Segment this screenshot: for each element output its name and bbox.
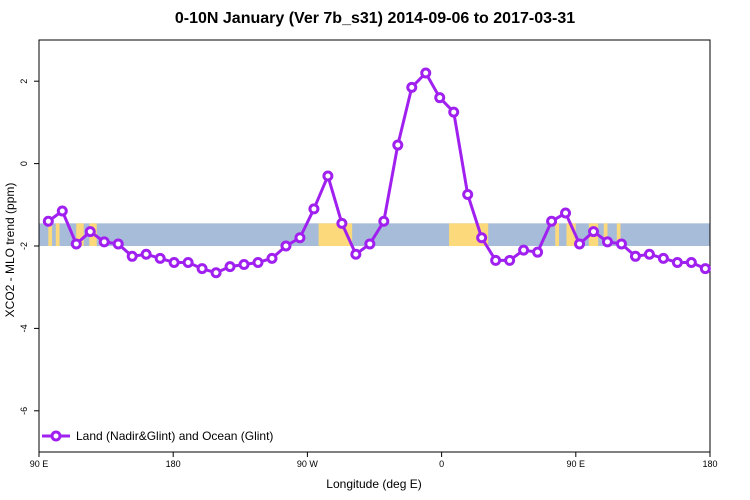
- land-band-segment: [76, 223, 84, 246]
- data-point: [322, 170, 334, 182]
- x-tick-label: 180: [166, 459, 181, 469]
- data-point: [420, 67, 432, 79]
- legend-label: Land (Nadir&Glint) and Ocean (Glint): [76, 429, 273, 443]
- data-point: [294, 232, 306, 244]
- data-point: [588, 226, 600, 238]
- legend: Land (Nadir&Glint) and Ocean (Glint): [42, 429, 273, 443]
- data-point: [476, 232, 488, 244]
- land-band-segment: [555, 223, 560, 246]
- series-layer: [42, 67, 711, 279]
- data-point: [350, 248, 362, 260]
- data-point: [56, 205, 68, 217]
- y-axis-label: XCO2 - MLO trend (ppm): [3, 183, 17, 318]
- data-point: [560, 207, 572, 219]
- data-point: [448, 106, 460, 118]
- x-tick-label: 90 W: [297, 459, 319, 469]
- data-point: [112, 238, 124, 250]
- land-band-segment: [566, 223, 576, 246]
- data-point: [98, 236, 110, 248]
- data-point: [168, 256, 180, 268]
- land-band-segment: [55, 223, 60, 246]
- data-point: [434, 92, 446, 104]
- data-point: [196, 263, 208, 275]
- data-point: [462, 189, 474, 200]
- data-point: [42, 215, 54, 227]
- y-tick-label: 2: [19, 79, 29, 84]
- data-point: [238, 259, 250, 271]
- land-band-segment: [603, 223, 608, 246]
- data-point: [224, 261, 236, 273]
- y-tick-label: -6: [19, 407, 29, 415]
- data-point: [280, 240, 292, 252]
- data-point: [364, 238, 376, 250]
- data-point: [601, 236, 613, 248]
- data-point: [266, 252, 278, 264]
- land-band-segment: [48, 223, 53, 246]
- data-point: [154, 252, 166, 264]
- data-point: [629, 250, 641, 262]
- data-point: [252, 256, 264, 268]
- data-point: [615, 238, 627, 250]
- data-point: [70, 238, 82, 250]
- data-point: [546, 215, 558, 227]
- y-tick-label: -2: [19, 242, 29, 250]
- data-point: [699, 263, 711, 275]
- data-point: [406, 81, 418, 93]
- x-tick-label: 90 E: [567, 459, 586, 469]
- data-point: [392, 139, 404, 151]
- data-point: [490, 254, 502, 266]
- data-point: [685, 256, 697, 268]
- y-tick-label: -4: [19, 324, 29, 332]
- data-point: [574, 238, 586, 250]
- data-point: [643, 248, 655, 260]
- data-point: [84, 226, 96, 238]
- data-point: [336, 217, 348, 229]
- data-point: [504, 254, 516, 266]
- data-point: [518, 244, 530, 256]
- y-tick-label: 0: [19, 161, 29, 166]
- data-point: [210, 267, 222, 279]
- legend-marker: [50, 430, 62, 442]
- x-tick-label: 90 E: [30, 459, 49, 469]
- land-band-segment: [616, 223, 621, 246]
- data-point: [378, 215, 390, 227]
- data-point: [126, 250, 138, 262]
- data-point: [182, 256, 194, 268]
- axes: 90 E 180 90 W 0 90 E 180 2 0 -2 -4 -6: [19, 79, 718, 469]
- chart-title: 0-10N January (Ver 7b_s31) 2014-09-06 to…: [174, 10, 576, 27]
- data-point: [308, 203, 320, 215]
- x-tick-label: 180: [702, 459, 717, 469]
- x-tick-label: 0: [439, 459, 444, 469]
- x-axis-label: Longitude (deg E): [326, 477, 421, 491]
- data-point: [657, 252, 669, 264]
- data-point: [671, 256, 683, 268]
- data-point: [532, 246, 544, 258]
- data-point: [140, 248, 152, 260]
